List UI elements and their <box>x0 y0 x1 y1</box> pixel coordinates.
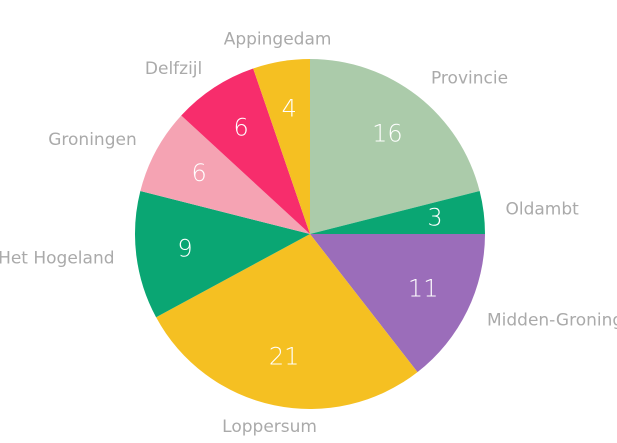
value-label: 16 <box>372 120 403 148</box>
pie-slice <box>181 68 310 234</box>
value-label: 6 <box>192 159 207 187</box>
pie-slice <box>134 191 310 318</box>
pie-slice <box>310 234 485 373</box>
category-label: Oldambt <box>505 200 579 220</box>
pie-slice <box>310 191 485 234</box>
category-label: Loppersum <box>222 417 317 437</box>
value-label: 3 <box>427 203 442 231</box>
category-label: Het Hogeland <box>0 248 115 268</box>
value-label: 6 <box>233 114 248 142</box>
value-label: 11 <box>408 274 439 302</box>
category-label: Appingedam <box>224 30 332 50</box>
value-label: 4 <box>282 95 297 123</box>
value-label: 21 <box>269 342 300 370</box>
pie-slice <box>310 59 480 234</box>
pie-slice <box>140 115 310 234</box>
category-label: Provincie <box>431 69 508 89</box>
value-label: 9 <box>177 235 192 263</box>
pie-slice <box>156 234 418 409</box>
pie-slice <box>253 59 310 234</box>
category-label: Midden-Groningen <box>487 311 617 331</box>
category-label: Groningen <box>48 130 137 150</box>
category-label: Delfzijl <box>145 59 202 79</box>
